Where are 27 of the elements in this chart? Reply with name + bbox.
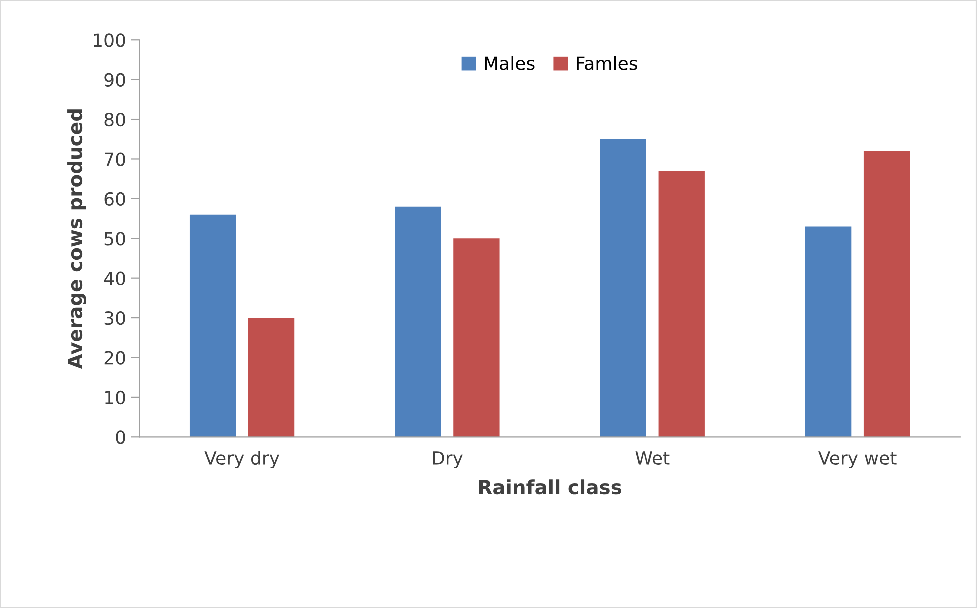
y-tick-label: 30: [104, 312, 126, 326]
y-tick-label: 70: [105, 152, 126, 166]
y-tick-label: 80: [104, 112, 126, 127]
y-tick-label: 20: [104, 351, 126, 365]
y-tick-label: 60: [104, 192, 126, 206]
y-tick-label: 50: [104, 232, 126, 246]
legend-label: Males: [485, 56, 535, 70]
x-tick-label: Very dry: [204, 451, 280, 469]
x-tick-label: Dry: [433, 452, 463, 469]
bar: [395, 206, 442, 438]
bar: [454, 238, 500, 438]
bar: [600, 139, 646, 438]
y-tick-label: 40: [104, 272, 126, 286]
x-axis-title: Rainfall class: [479, 480, 622, 495]
y-tick-label: 100: [94, 34, 126, 48]
y-axis-title: Average cows produced: [68, 110, 86, 370]
y-tick-label: 0: [116, 430, 126, 444]
bar: [658, 171, 705, 438]
bar: [805, 226, 852, 438]
x-tick-label: Very wet: [818, 452, 897, 469]
bar: [248, 318, 295, 438]
x-tick-label: Wet: [636, 452, 670, 466]
y-tick-label: 90: [104, 73, 126, 87]
bar: [864, 151, 910, 438]
y-tick-label: 10: [106, 390, 126, 405]
legend-label: Famles: [577, 56, 638, 70]
bar: [190, 214, 236, 438]
